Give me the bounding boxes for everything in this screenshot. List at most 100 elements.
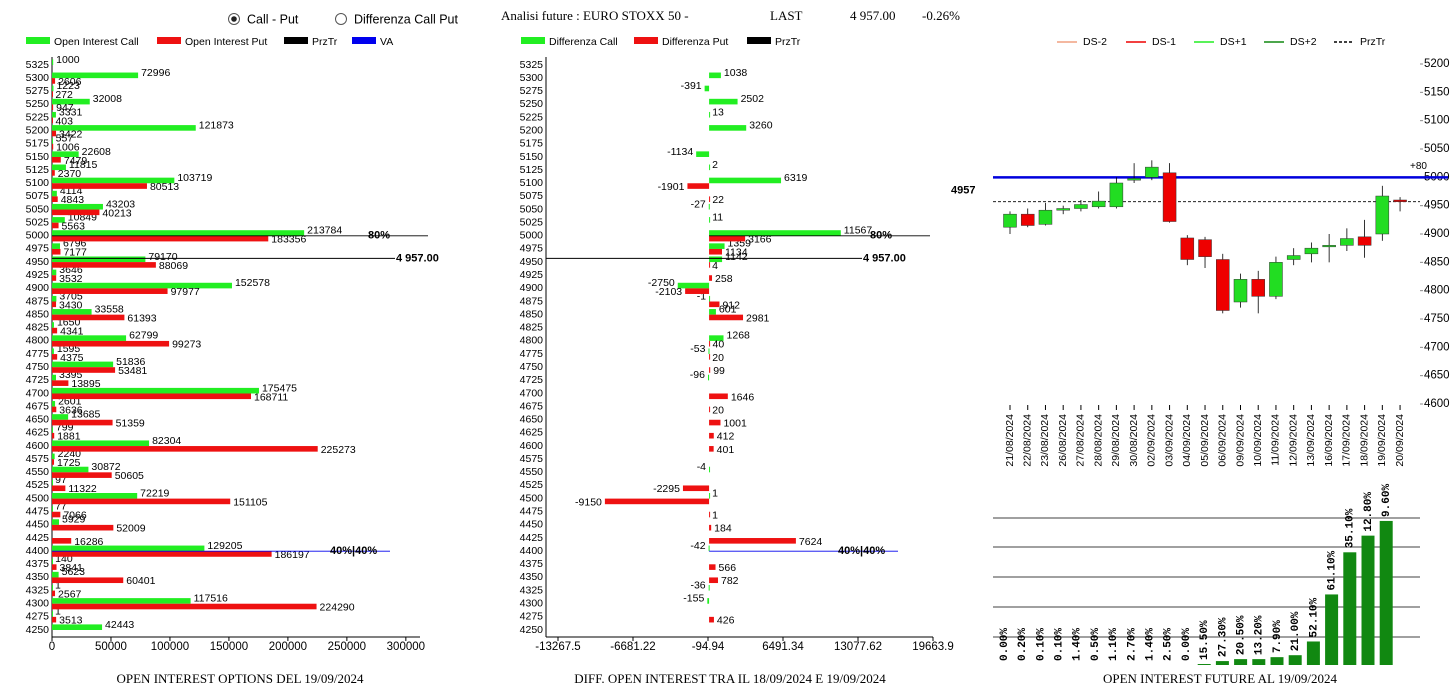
- bar: [1325, 594, 1339, 665]
- bar: [707, 598, 710, 604]
- data-label: 947: [56, 102, 74, 114]
- bar: [52, 151, 79, 157]
- bar: [52, 519, 59, 525]
- data-label: 412: [717, 431, 735, 443]
- y-tick-label: 4275: [26, 611, 50, 623]
- data-label: 4375: [60, 352, 84, 364]
- y-tick-label: 4325: [26, 584, 50, 596]
- bar: [52, 275, 57, 281]
- data-label: 61393: [127, 312, 156, 324]
- data-label: 22608: [82, 146, 111, 158]
- y-tick-label: 4550: [26, 466, 50, 478]
- y-tick-label: 4300: [26, 598, 50, 610]
- bar: [709, 340, 711, 347]
- data-label: -391: [681, 80, 702, 92]
- x-tick-label: 28/08/2024: [1092, 414, 1104, 467]
- x-tick-label: 10/09/2024: [1252, 414, 1264, 467]
- bar: [52, 511, 61, 518]
- y-tick-label: 5025: [520, 216, 544, 228]
- candle-body: [1109, 182, 1124, 208]
- radio[interactable]: [335, 13, 347, 25]
- y-tick-label: 4950: [520, 256, 544, 268]
- data-label: 3260: [749, 119, 773, 131]
- y-tick-label: 5175: [26, 138, 50, 150]
- radio-label[interactable]: Call - Put: [247, 12, 299, 26]
- bar: [1252, 659, 1266, 665]
- data-label: 601: [719, 303, 737, 315]
- bar: [52, 235, 269, 242]
- data-label: 7066: [63, 510, 87, 522]
- y-tick-label: 4850: [26, 308, 50, 320]
- radio-dot: [231, 16, 237, 22]
- y-tick-label: 4350: [26, 571, 50, 583]
- y-tick-label: 4700: [520, 387, 544, 399]
- candle-body: [1340, 238, 1354, 246]
- data-label: 97977: [171, 286, 200, 298]
- bar: [52, 616, 57, 623]
- bar: [52, 479, 53, 486]
- chart-title: OPEN INTEREST OPTIONS DEL 19/09/2024: [117, 671, 365, 686]
- data-label: 22: [712, 194, 724, 206]
- data-label: -2295: [653, 483, 680, 495]
- data-label: 62799: [129, 330, 158, 342]
- x-tick-label: 26/08/2024: [1057, 414, 1069, 467]
- y-tick-label: 5125: [26, 164, 50, 176]
- bar: [52, 91, 53, 97]
- bar: [52, 322, 54, 328]
- bar-annotation: 61.10%: [1327, 550, 1339, 590]
- bar: [52, 130, 57, 137]
- x-tick-label: 16/09/2024: [1323, 414, 1335, 467]
- y-tick-label: 5275: [26, 85, 50, 97]
- candle-body: [1251, 279, 1265, 297]
- bar: [709, 256, 723, 263]
- bar: [52, 196, 58, 202]
- bar: [52, 361, 114, 368]
- y-tick-label: 4250: [520, 624, 544, 636]
- data-label: 1646: [731, 391, 755, 403]
- bar: [52, 624, 103, 630]
- data-label: 20: [712, 352, 724, 364]
- bar: [709, 367, 711, 373]
- bar: [52, 401, 56, 407]
- bar: [1270, 657, 1284, 665]
- x-tick-label: 13/09/2024: [1305, 414, 1317, 467]
- bar: [52, 545, 205, 552]
- bar: [52, 72, 139, 79]
- bar: [52, 177, 175, 184]
- y-tick-label: 5325: [26, 59, 50, 71]
- legend-label: VA: [380, 36, 393, 48]
- y-tick-label: 4250: [26, 624, 50, 636]
- x-tick-label: 04/09/2024: [1181, 414, 1193, 467]
- x-tick-label: -94.94: [692, 641, 725, 653]
- y-tick-label: 5150: [1424, 86, 1450, 98]
- bar: [52, 590, 56, 597]
- y-tick-label: 4600: [1424, 398, 1450, 410]
- bar: [52, 104, 54, 111]
- x-tick-label: -6681.22: [610, 641, 655, 653]
- data-label: 186197: [275, 549, 310, 561]
- y-tick-label: 4400: [26, 545, 50, 557]
- bar: [52, 584, 53, 591]
- radio-label[interactable]: Differenza Call Put: [354, 12, 459, 26]
- y-tick-label: 4900: [520, 282, 544, 294]
- data-label: 72219: [140, 487, 169, 499]
- legend-swatch: [634, 37, 658, 44]
- data-label: 79170: [148, 251, 177, 263]
- x-tick-label: 12/09/2024: [1287, 414, 1299, 467]
- x-tick-label: 06/09/2024: [1217, 414, 1229, 467]
- data-label: 2567: [58, 588, 82, 600]
- bar: [709, 406, 711, 413]
- bar: [709, 248, 722, 255]
- data-label: -27: [691, 198, 706, 210]
- y-tick-label: 4975: [520, 243, 544, 255]
- bar: [1288, 655, 1302, 665]
- change: -0.26%: [922, 8, 960, 23]
- bar: [52, 262, 156, 268]
- y-tick-label: 4700: [26, 387, 50, 399]
- bar: [52, 217, 65, 223]
- data-label: 11322: [68, 483, 97, 495]
- data-label: 403: [55, 115, 73, 127]
- y-tick-label: 5200: [1424, 58, 1450, 70]
- x-tick-label: 30/08/2024: [1128, 414, 1140, 467]
